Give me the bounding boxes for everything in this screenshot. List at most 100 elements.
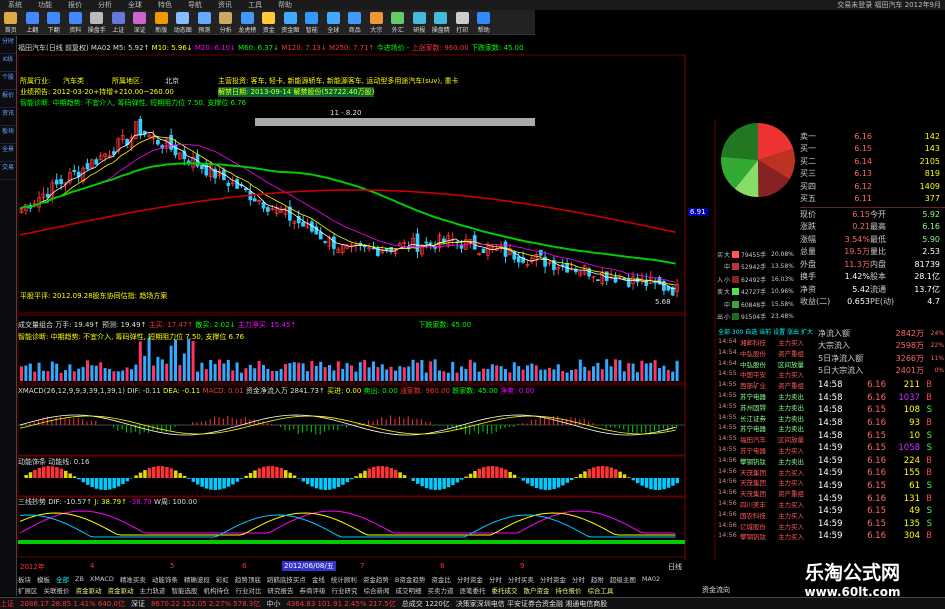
extension-tab[interactable]: 扩展区 [18,587,38,595]
alert-item[interactable]: 14:55 长江证券 主力卖出 [718,413,818,424]
left-tab[interactable]: 板块 [0,126,16,144]
extension-tab[interactable]: 散户资金 [523,587,550,595]
alert-item[interactable]: 14:54 湘邮科技 主力买入 [718,337,818,348]
indicator-tab[interactable]: XMACD [89,575,114,583]
extension-tab[interactable]: 关联报价 [43,587,70,595]
alert-item[interactable]: 14:56 天茂集团 资产重组 [718,488,818,499]
extension-tab[interactable]: 综合工具 [587,587,614,595]
indicator-tab[interactable]: 分时资金 [456,576,483,584]
sme-index-label[interactable]: 中小 [266,599,281,608]
indicator-tab[interactable]: 超级主图 [609,576,636,584]
toolbar-button[interactable]: 资金 [258,10,280,34]
toolbar-button[interactable]: 资金图 [280,10,302,34]
alert-item[interactable]: 14:56 攀钢钒钛 主力买入 [718,531,818,542]
extension-tab[interactable]: 持仓报价 [555,587,582,595]
toolbar-button[interactable]: 打印 [452,10,474,34]
indicator-tab[interactable]: 分时 [488,576,502,584]
extension-tab[interactable]: 主力轨迹 [139,587,166,595]
toolbar-button[interactable]: 龙虎榜 [237,10,259,34]
extension-tab[interactable]: 机构持仓 [203,587,230,595]
toolbar-button[interactable]: 首页 [0,10,22,34]
indicator-tab[interactable]: 精确波段 [183,576,210,584]
extension-tab[interactable]: 研究报告 [267,587,294,595]
toolbar-button[interactable]: 资料 [65,10,87,34]
toolbar-button[interactable]: 外汇 [387,10,409,34]
extension-tab[interactable]: 智能选股 [171,587,198,595]
indicator-tab[interactable]: 动能饰条 [151,576,178,584]
toolbar-button[interactable]: 上证 [108,10,130,34]
menu-item[interactable]: 导航 [188,1,202,9]
indicator-tab[interactable]: 分时 [571,576,585,584]
alert-item[interactable]: 14:55 苏宁电器 主力卖出 [718,423,818,434]
extension-tab[interactable]: 行业对比 [235,587,262,595]
toolbar-button[interactable]: 分析 [215,10,237,34]
toolbar-button[interactable]: 操盘手 [86,10,108,34]
menu-item[interactable]: 资讯 [218,1,232,9]
toolbar-button[interactable]: 大宗 [366,10,388,34]
toolbar-button[interactable]: 操盘精 [430,10,452,34]
indicator-tab[interactable]: 资金趋势 [362,576,389,584]
toolbar-button[interactable]: 新版 [151,10,173,34]
alert-item[interactable]: 14:54 中弘股份 区间放量 [718,359,818,370]
indicator-tab[interactable]: MA02 [641,575,661,583]
alert-item[interactable]: 14:54 中弘股份 资产重组 [718,348,818,359]
extension-tab[interactable]: 行业研究 [331,587,358,595]
left-tab[interactable]: K线 [0,54,16,72]
left-tab[interactable]: 全景 [0,144,16,162]
alert-item[interactable]: 14:56 四川美丰 主力买入 [718,499,818,510]
indicator-tab[interactable]: 分时买卖 [507,576,534,584]
left-tab[interactable]: 资讯 [0,108,16,126]
indicator-tab[interactable]: 精准买卖 [119,576,146,584]
menu-item[interactable]: 全球 [128,1,142,9]
alert-item[interactable]: 14:56 攀钢钒钛 主力卖出 [718,456,818,467]
toolbar-button[interactable]: 智能 [301,10,323,34]
left-tab[interactable]: 分时 [0,36,16,54]
indicator-tab[interactable]: ZB [75,575,84,583]
alert-item[interactable]: 14:55 中国平安 主力买入 [718,369,818,380]
toolbar-button[interactable]: 全球 [323,10,345,34]
indicator-tab[interactable]: 模板 [37,576,50,584]
alert-item[interactable]: 14:56 天茂集团 主力买入 [718,467,818,478]
alert-item[interactable]: 14:55 苏宁电器 主力买入 [718,445,818,456]
menu-item[interactable]: 分析 [98,1,112,9]
indicator-tab[interactable]: 金线 [311,576,325,584]
extension-tab[interactable]: 委托成交 [491,587,518,595]
menu-item[interactable]: 报价 [68,1,82,9]
menu-item[interactable]: 工具 [248,1,262,9]
period-label[interactable]: 日线 [668,563,682,571]
toolbar-button[interactable]: 动态图 [172,10,194,34]
alert-item[interactable]: 14:55 苏宁电器 主力卖出 [718,391,818,402]
indicator-tab[interactable]: 全部 [56,576,69,584]
menu-item[interactable]: 特色 [158,1,172,9]
alert-item[interactable]: 14:55 西部矿业 资产重组 [718,380,818,391]
news-ticker[interactable]: 决策家深圳电信 平安证券合资金融 湘通电信商股 [455,599,608,608]
menu-item[interactable]: 系统 [8,1,22,9]
extension-tab[interactable]: 资金驱动 [107,587,134,595]
fund-flow-tab[interactable]: 资金流向 [702,586,730,594]
alert-tabs[interactable]: 全部 300 自选 当前 设置 涨出 扩大 [718,329,813,336]
left-tab[interactable]: 报价 [0,90,16,108]
toolbar-button[interactable]: 深证 [129,10,151,34]
indicator-tab[interactable]: 分时资金 [539,576,566,584]
toolbar-button[interactable]: 上翻 [22,10,44,34]
extension-tab[interactable]: 资金驱动 [75,587,102,595]
toolbar-button[interactable]: 研报 [409,10,431,34]
alert-item[interactable]: 14:56 亿城股份 主力买入 [718,521,818,532]
left-tab[interactable]: 交易 [0,162,16,180]
menu-item[interactable]: 功能 [38,1,52,9]
alert-item[interactable]: 14:55 福田汽车 区间放量 [718,434,818,445]
extension-tab[interactable]: 逐笔委托 [459,587,486,595]
extension-tab[interactable]: 综合新闻 [363,587,390,595]
sh-index-label[interactable]: 上证 [0,599,14,608]
sz-index-label[interactable]: 深证 [130,599,145,608]
indicator-tab[interactable]: 蹈鹤底技买点 [266,576,306,584]
menu-item[interactable]: 帮助 [278,1,292,9]
toolbar-button[interactable]: 预测 [194,10,216,34]
indicator-tab[interactable]: 趋势顶底 [234,576,261,584]
indicator-tab[interactable]: 彩虹 [215,576,229,584]
alert-item[interactable]: 14:55 苏州固锝 主力卖出 [718,402,818,413]
toolbar-button[interactable]: 下翻 [43,10,65,34]
alert-item[interactable]: 14:56 天茂集团 主力买入 [718,477,818,488]
toolbar-button[interactable]: 帮助 [473,10,495,34]
